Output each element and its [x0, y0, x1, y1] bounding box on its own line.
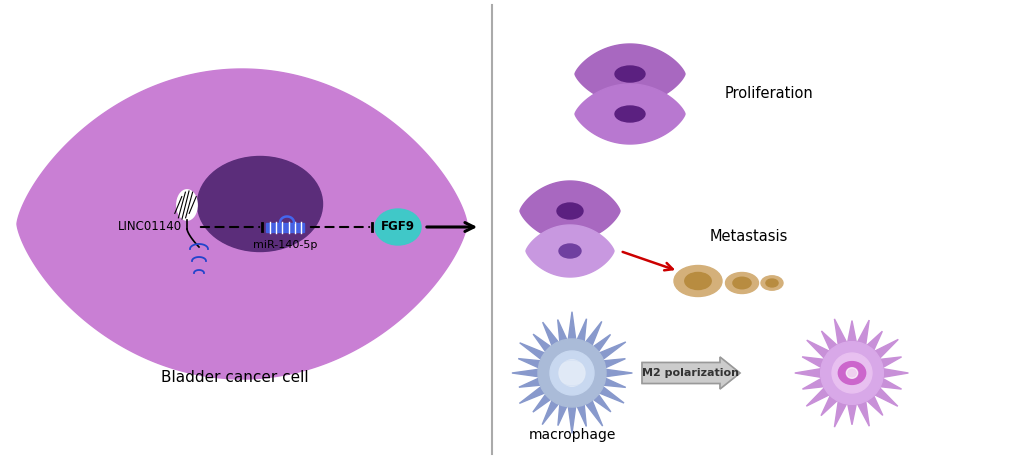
- Text: miR-140-5p: miR-140-5p: [253, 240, 317, 250]
- Text: Proliferation: Proliferation: [725, 86, 813, 101]
- Polygon shape: [17, 69, 467, 379]
- Ellipse shape: [558, 360, 585, 386]
- Text: M2 polarization: M2 polarization: [642, 368, 739, 378]
- Text: LINC01140: LINC01140: [118, 220, 181, 234]
- Polygon shape: [512, 312, 632, 433]
- Ellipse shape: [614, 106, 644, 122]
- Ellipse shape: [820, 341, 882, 404]
- Ellipse shape: [375, 209, 421, 245]
- Ellipse shape: [549, 351, 593, 395]
- Polygon shape: [794, 319, 908, 427]
- Ellipse shape: [684, 273, 710, 290]
- Polygon shape: [526, 225, 613, 277]
- Ellipse shape: [177, 190, 197, 220]
- Polygon shape: [266, 223, 304, 231]
- Ellipse shape: [846, 368, 857, 378]
- Ellipse shape: [832, 353, 871, 393]
- Ellipse shape: [760, 276, 783, 290]
- Ellipse shape: [765, 279, 777, 287]
- Ellipse shape: [674, 265, 721, 297]
- Ellipse shape: [537, 339, 605, 407]
- Ellipse shape: [733, 277, 750, 289]
- Ellipse shape: [554, 360, 588, 386]
- Polygon shape: [575, 84, 685, 144]
- Ellipse shape: [556, 203, 583, 219]
- Text: Metastasis: Metastasis: [709, 230, 788, 245]
- FancyArrow shape: [641, 357, 739, 389]
- Polygon shape: [520, 181, 620, 241]
- Text: Bladder cancer cell: Bladder cancer cell: [161, 369, 309, 385]
- Text: macrophage: macrophage: [528, 428, 615, 442]
- Polygon shape: [575, 44, 685, 104]
- Ellipse shape: [725, 273, 758, 293]
- Ellipse shape: [838, 362, 865, 384]
- Ellipse shape: [614, 66, 644, 82]
- Ellipse shape: [558, 244, 581, 258]
- Text: FGF9: FGF9: [381, 220, 415, 234]
- Ellipse shape: [198, 157, 322, 252]
